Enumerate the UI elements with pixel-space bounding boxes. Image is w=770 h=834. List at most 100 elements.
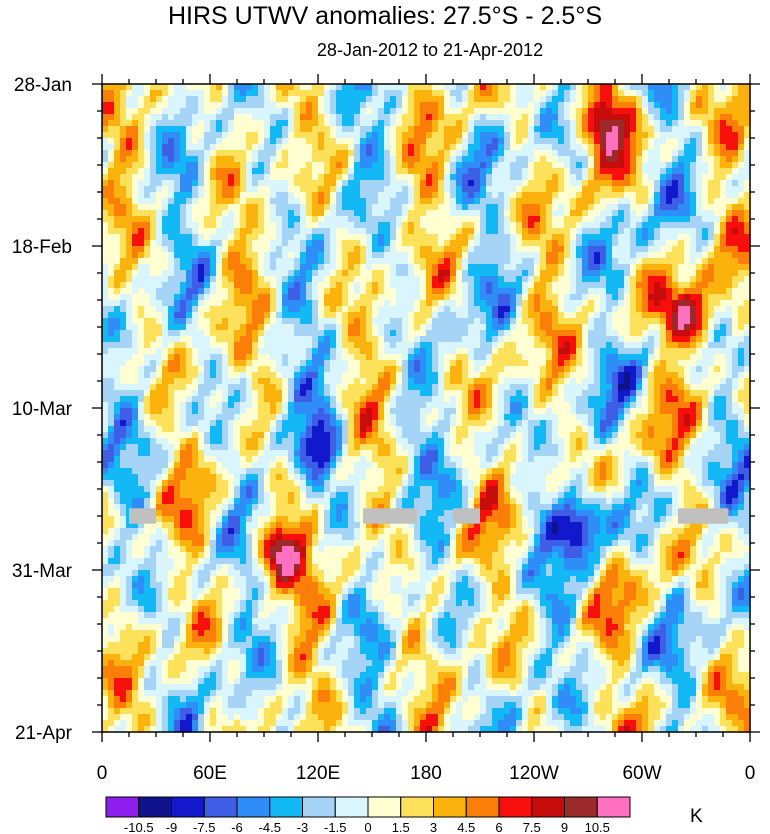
field-cell (216, 342, 223, 349)
field-cell (276, 216, 283, 223)
field-cell (234, 168, 241, 175)
field-cell (276, 96, 283, 103)
field-cell (240, 162, 247, 169)
field-cell (222, 252, 229, 259)
field-cell (390, 252, 397, 259)
field-cell (654, 132, 661, 139)
field-cell (660, 222, 667, 229)
field-cell (126, 282, 133, 289)
field-cell (708, 138, 715, 145)
field-cell (414, 126, 421, 133)
field-cell (180, 252, 187, 259)
field-cell (654, 186, 661, 193)
field-cell (690, 144, 697, 151)
field-cell (408, 288, 415, 295)
field-cell (396, 210, 403, 217)
field-cell (210, 174, 217, 181)
field-cell (414, 114, 421, 121)
field-cell (222, 354, 229, 361)
field-cell (612, 204, 619, 211)
field-cell (642, 312, 649, 319)
field-cell (744, 102, 751, 109)
field-cell (498, 222, 505, 229)
field-cell (612, 114, 619, 121)
field-cell (612, 330, 619, 337)
field-cell (648, 270, 655, 277)
field-cell (492, 354, 499, 361)
field-cell (360, 318, 367, 325)
field-cell (234, 138, 241, 145)
field-cell (228, 300, 235, 307)
field-cell (594, 168, 601, 175)
field-cell (492, 306, 499, 313)
field-cell (282, 306, 289, 313)
field-cell (666, 342, 673, 349)
field-cell (240, 84, 247, 91)
field-cell (372, 294, 379, 301)
field-cell (282, 102, 289, 109)
field-cell (318, 246, 325, 253)
field-cell (630, 114, 637, 121)
field-cell (714, 330, 721, 337)
field-cell (216, 222, 223, 229)
field-cell (714, 276, 721, 283)
field-cell (342, 294, 349, 301)
field-cell (300, 162, 307, 169)
field-cell (294, 336, 301, 343)
field-cell (672, 156, 679, 163)
field-cell (444, 288, 451, 295)
field-cell (624, 162, 631, 169)
field-cell (678, 228, 685, 235)
field-cell (486, 306, 493, 313)
field-cell (450, 102, 457, 109)
field-cell (498, 174, 505, 181)
field-cell (204, 138, 211, 145)
field-cell (636, 120, 643, 127)
field-cell (264, 132, 271, 139)
field-cell (150, 258, 157, 265)
field-cell (378, 324, 385, 331)
field-cell (714, 120, 721, 127)
field-cell (672, 324, 679, 331)
field-cell (180, 192, 187, 199)
field-cell (438, 108, 445, 115)
field-cell (288, 270, 295, 277)
field-cell (162, 120, 169, 127)
field-cell (378, 132, 385, 139)
field-cell (348, 228, 355, 235)
field-cell (558, 216, 565, 223)
field-cell (552, 354, 559, 361)
field-cell (516, 318, 523, 325)
field-cell (258, 300, 265, 307)
field-cell (246, 336, 253, 343)
field-cell (480, 90, 487, 97)
field-cell (348, 330, 355, 337)
field-cell (468, 276, 475, 283)
field-cell (210, 138, 217, 145)
field-cell (654, 318, 661, 325)
field-cell (408, 300, 415, 307)
field-cell (474, 126, 481, 133)
field-cell (510, 354, 517, 361)
field-cell (174, 354, 181, 361)
field-cell (480, 234, 487, 241)
field-cell (228, 120, 235, 127)
field-cell (744, 204, 751, 211)
field-cell (168, 150, 175, 157)
field-cell (366, 270, 373, 277)
field-cell (570, 354, 577, 361)
field-cell (216, 210, 223, 217)
field-cell (330, 306, 337, 313)
field-cell (630, 168, 637, 175)
field-cell (720, 258, 727, 265)
field-cell (726, 270, 733, 277)
field-cell (438, 228, 445, 235)
field-cell (324, 222, 331, 229)
field-cell (270, 336, 277, 343)
field-cell (198, 120, 205, 127)
field-cell (222, 342, 229, 349)
field-cell (486, 138, 493, 145)
field-cell (132, 348, 139, 355)
field-cell (702, 330, 709, 337)
field-cell (540, 270, 547, 277)
